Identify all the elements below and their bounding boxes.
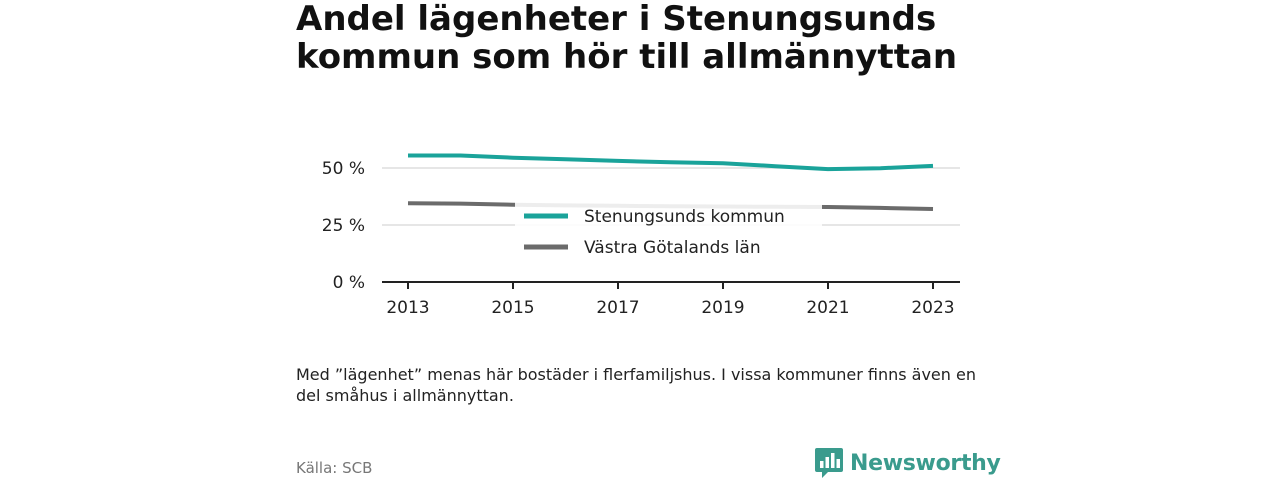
y-tick-label: 25 % — [322, 216, 365, 236]
x-tick-label: 2019 — [701, 298, 744, 318]
legend-label: Västra Götalands län — [584, 238, 761, 258]
x-tick-label: 2015 — [491, 298, 534, 318]
chart-note: Med ”lägenhet” menas här bostäder i fler… — [296, 365, 976, 405]
x-tick-label: 2023 — [911, 298, 954, 318]
brand-name: Newsworthy — [850, 450, 1001, 476]
y-tick-label: 0 % — [333, 273, 365, 293]
chart-title: Andel lägenheter i Stenungsunds kommun s… — [296, 0, 958, 77]
brand-logo: Newsworthy — [814, 446, 1001, 480]
y-axis-ticks: 0 % 25 % 50 % — [322, 159, 365, 293]
line-chart: 0 % 25 % 50 % 2013 2015 2017 2019 2021 2023 Ste… — [322, 153, 960, 318]
series-line-1 — [408, 153, 934, 172]
x-tick-label: 2013 — [386, 298, 429, 318]
legend: Stenungsunds kommun Västra Götalands län — [515, 200, 822, 266]
x-axis: 2013 2015 2017 2019 2021 2023 — [382, 281, 960, 318]
source-label: Källa: SCB — [296, 459, 373, 477]
legend-background — [515, 200, 822, 266]
legend-label: Stenungsunds kommun — [584, 207, 785, 227]
y-tick-label: 50 % — [322, 159, 365, 179]
x-tick-label: 2021 — [806, 298, 849, 318]
x-tick-label: 2017 — [596, 298, 639, 318]
bar-chart-speech-bubble-icon — [815, 448, 843, 478]
